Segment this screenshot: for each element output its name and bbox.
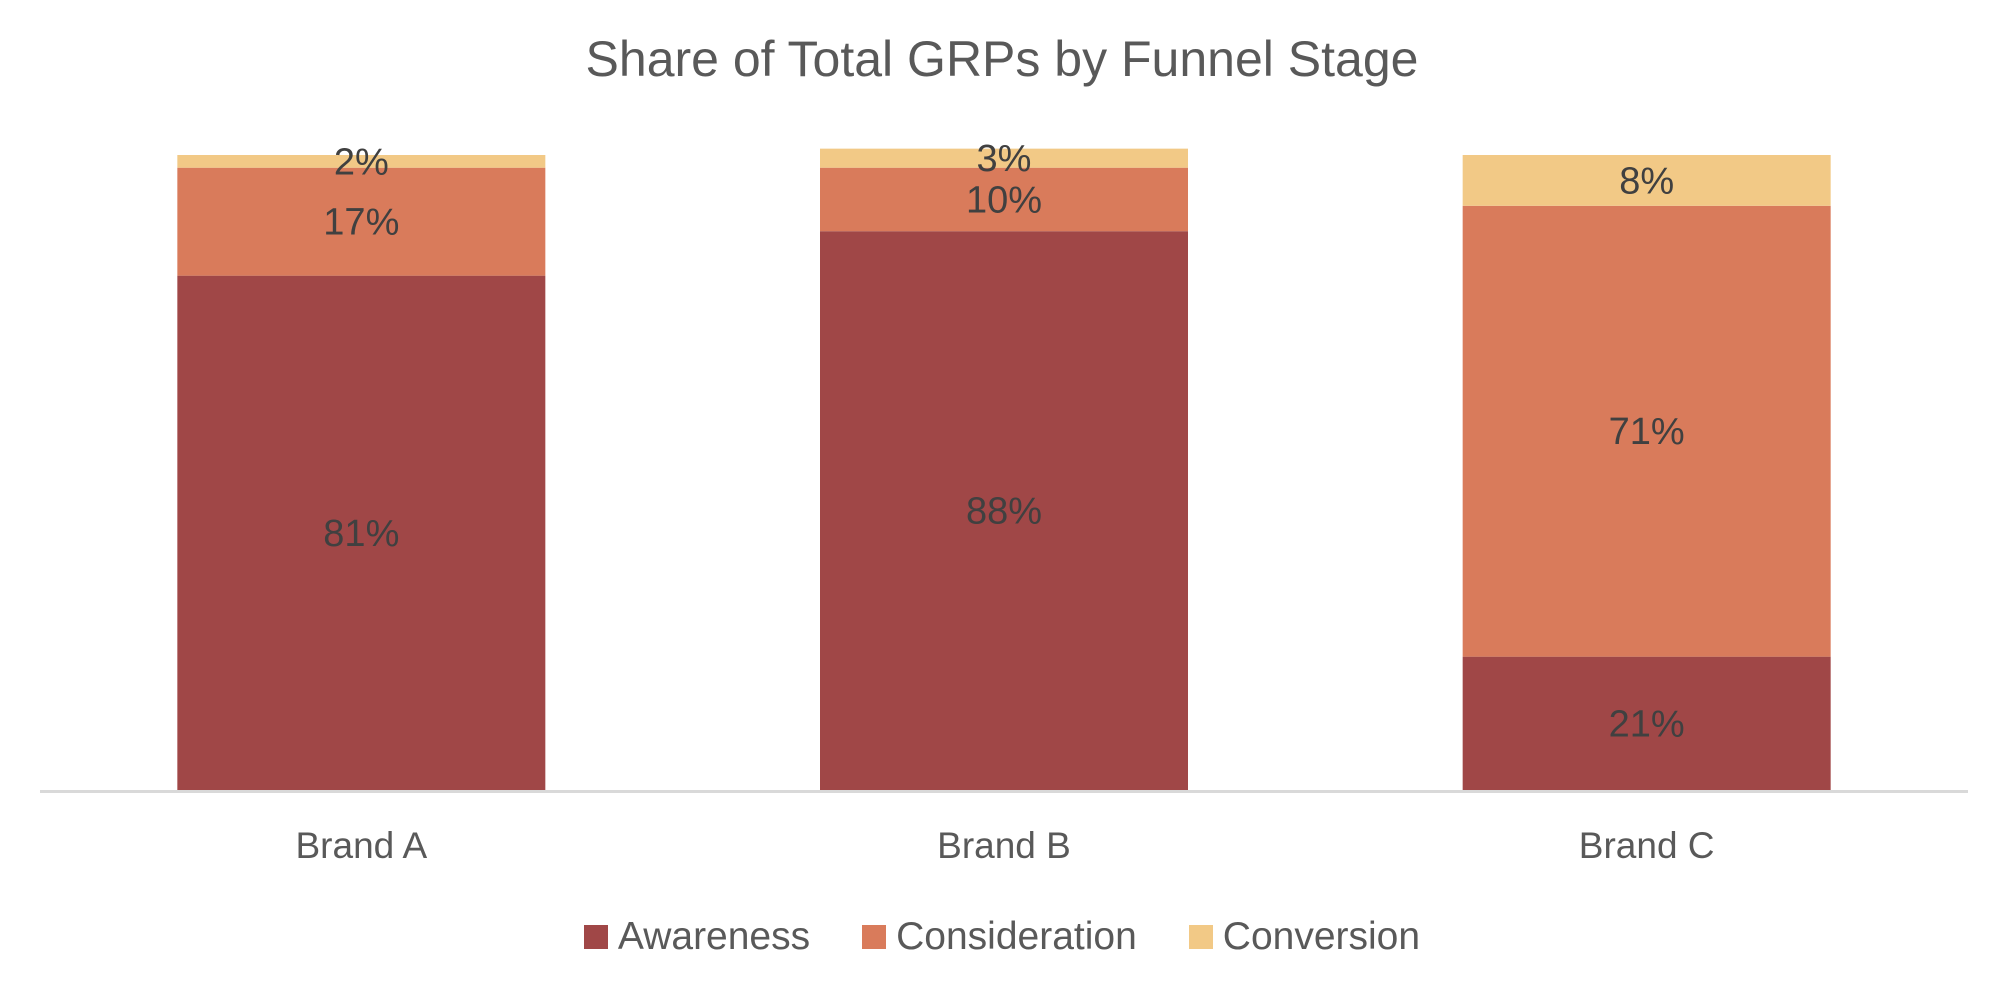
x-tick-label: Brand C — [1579, 825, 1715, 866]
legend-swatch — [583, 925, 608, 949]
x-tick-label: Brand A — [296, 825, 428, 866]
legend-swatch — [1188, 925, 1213, 949]
legend-label: Awareness — [617, 915, 811, 958]
bar-consideration-brand-a — [177, 167, 546, 276]
data-label: 71% — [1609, 411, 1685, 453]
legend-swatch — [862, 925, 887, 949]
bar-conversion-brand-a — [177, 155, 546, 168]
x-tick-label: Brand B — [937, 825, 1071, 866]
bar-consideration-brand-b — [820, 167, 1188, 232]
plot-area: 81% 17% 2% Brand A 88% 10%3% Brand B 21% 71% 8% Br… — [40, 138, 1968, 866]
data-label: 17% — [323, 202, 399, 244]
legend-item-consideration: Consideration — [862, 915, 1137, 959]
bar-conversion-brand-b — [820, 148, 1188, 168]
legend-label: Conversion — [1222, 915, 1421, 958]
legend-item-awareness: Awareness — [583, 915, 811, 959]
bar-consideration-brand-c — [1462, 205, 1831, 657]
data-label: 81% — [323, 513, 399, 555]
legend-item-conversion: Conversion — [1188, 915, 1421, 959]
data-label: 21% — [1609, 703, 1685, 745]
data-label: 10% — [966, 179, 1042, 221]
legend-label: Consideration — [896, 915, 1137, 958]
bar-awareness-brand-a — [177, 275, 546, 790]
chart-title: Share of Total GRPs by Funnel Stage — [585, 31, 1419, 87]
bar-conversion-brand-c — [1462, 155, 1831, 206]
data-label: 2% — [334, 141, 389, 183]
data-label: 8% — [1619, 160, 1674, 202]
data-label: 3% — [977, 138, 1032, 180]
bar-awareness-brand-b — [820, 231, 1188, 790]
data-label: 88% — [966, 491, 1042, 533]
bar-awareness-brand-c — [1462, 656, 1831, 790]
legend: Awareness Consideration Conversion — [0, 915, 2004, 959]
